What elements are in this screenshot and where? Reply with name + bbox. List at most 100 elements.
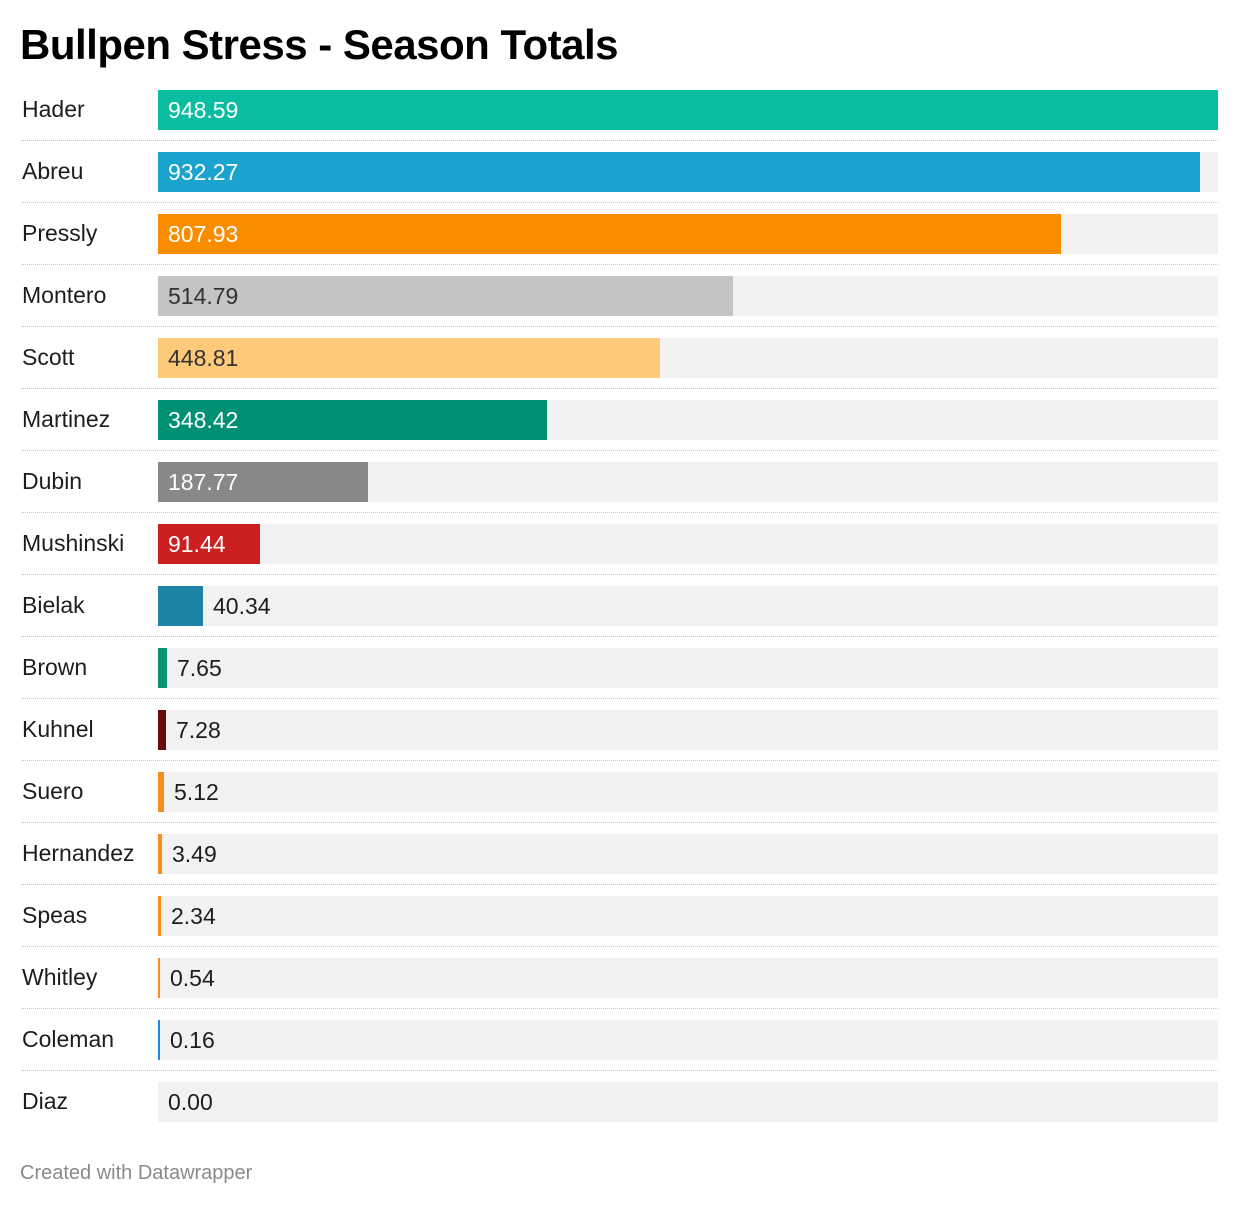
row-separator: [22, 1070, 1218, 1071]
bar: [158, 90, 1218, 130]
bar-chart: Hader 948.59 Abreu 932.27 Pressly 807.93 Monte…: [22, 89, 1218, 1143]
category-label: Brown: [22, 654, 88, 680]
value-label: 932.27: [168, 159, 239, 185]
chart-title: Bullpen Stress - Season Totals: [20, 21, 619, 68]
bar-track: 40.34: [158, 586, 1218, 626]
category-label: Suero: [22, 778, 84, 804]
row-separator: [22, 636, 1218, 637]
bar-row: Whitley 0.54: [22, 957, 1218, 1019]
category-label: Abreu: [22, 158, 84, 184]
bar-row: Bielak 40.34: [22, 585, 1218, 647]
bar-track: 2.34: [158, 896, 1218, 936]
bar: [158, 214, 1061, 254]
bar-row: Suero 5.12: [22, 771, 1218, 833]
value-label: 187.77: [168, 469, 239, 495]
row-separator: [22, 388, 1218, 389]
bar-row: Martinez 348.42: [22, 399, 1218, 461]
row-separator: [22, 760, 1218, 761]
bar: [158, 772, 164, 812]
value-label: 40.34: [213, 593, 271, 619]
bar-track: 348.42: [158, 400, 1218, 440]
bar-row: Montero 514.79: [22, 275, 1218, 337]
bar-row: Brown 7.65: [22, 647, 1218, 709]
category-label: Kuhnel: [22, 716, 94, 742]
row-separator: [22, 884, 1218, 885]
bar-track: 514.79: [158, 276, 1218, 316]
category-label: Coleman: [22, 1026, 115, 1052]
row-separator: [22, 574, 1218, 575]
bar: [158, 710, 166, 750]
row-separator: [22, 946, 1218, 947]
value-label: 514.79: [168, 283, 239, 309]
bar: [158, 1020, 160, 1060]
value-label: 807.93: [168, 221, 239, 247]
category-label: Pressly: [22, 220, 98, 246]
bar-row: Hader 948.59: [22, 89, 1218, 151]
bar-row: Pressly 807.93: [22, 213, 1218, 275]
bar-track: 187.77: [158, 462, 1218, 502]
row-separator: [22, 264, 1218, 265]
bar-track: 448.81: [158, 338, 1218, 378]
bar-track: 7.28: [158, 710, 1218, 750]
value-label: 7.28: [176, 717, 221, 743]
bar-row: Diaz 0.00: [22, 1081, 1218, 1143]
bar-track: 0.00: [158, 1082, 1218, 1122]
bar-track: 7.65: [158, 648, 1218, 688]
bar-row: Mushinski 91.44: [22, 523, 1218, 585]
bar-row: Hernandez 3.49: [22, 833, 1218, 895]
bar-track: 0.16: [158, 1020, 1218, 1060]
value-label: 2.34: [171, 903, 216, 929]
bar: [158, 276, 733, 316]
row-separator: [22, 1008, 1218, 1009]
bar: [158, 586, 203, 626]
value-label: 7.65: [177, 655, 222, 681]
value-label: 448.81: [168, 345, 239, 371]
bar-row: Scott 448.81: [22, 337, 1218, 399]
bar: [158, 648, 167, 688]
category-label: Hader: [22, 96, 85, 122]
bar-track: 5.12: [158, 772, 1218, 812]
bar-track: 948.59: [158, 90, 1218, 130]
bar-row: Dubin 187.77: [22, 461, 1218, 523]
bar: [158, 524, 260, 564]
category-label: Scott: [22, 344, 75, 370]
row-separator: [22, 822, 1218, 823]
bar-track: 0.54: [158, 958, 1218, 998]
row-separator: [22, 140, 1218, 141]
bar: [158, 338, 660, 378]
category-label: Montero: [22, 282, 107, 308]
bar: [158, 896, 161, 936]
category-label: Whitley: [22, 964, 98, 990]
row-separator: [22, 450, 1218, 451]
bar-row: Speas 2.34: [22, 895, 1218, 957]
bar-track: 3.49: [158, 834, 1218, 874]
row-separator: [22, 326, 1218, 327]
row-separator: [22, 512, 1218, 513]
value-label: 0.54: [170, 965, 215, 991]
bar-row: Kuhnel 7.28: [22, 709, 1218, 771]
value-label: 0.00: [168, 1089, 213, 1115]
category-label: Speas: [22, 902, 88, 928]
value-label: 5.12: [174, 779, 219, 805]
footer-credit: Created with Datawrapper: [20, 1162, 253, 1184]
value-label: 0.16: [170, 1027, 215, 1053]
value-label: 348.42: [168, 407, 239, 433]
value-label: 91.44: [168, 531, 226, 557]
row-separator: [22, 202, 1218, 203]
bar-row: Abreu 932.27: [22, 151, 1218, 213]
category-label: Dubin: [22, 468, 83, 494]
value-label: 3.49: [172, 841, 217, 867]
bar-track: 91.44: [158, 524, 1218, 564]
bar: [158, 152, 1200, 192]
category-label: Hernandez: [22, 840, 135, 866]
bar: [158, 958, 160, 998]
bar: [158, 400, 547, 440]
category-label: Bielak: [22, 592, 85, 618]
bar: [158, 462, 368, 502]
row-separator: [22, 698, 1218, 699]
bar-row: Coleman 0.16: [22, 1019, 1218, 1081]
category-label: Diaz: [22, 1088, 69, 1114]
bar-track: 932.27: [158, 152, 1218, 192]
bar-track: 807.93: [158, 214, 1218, 254]
value-label: 948.59: [168, 97, 239, 123]
